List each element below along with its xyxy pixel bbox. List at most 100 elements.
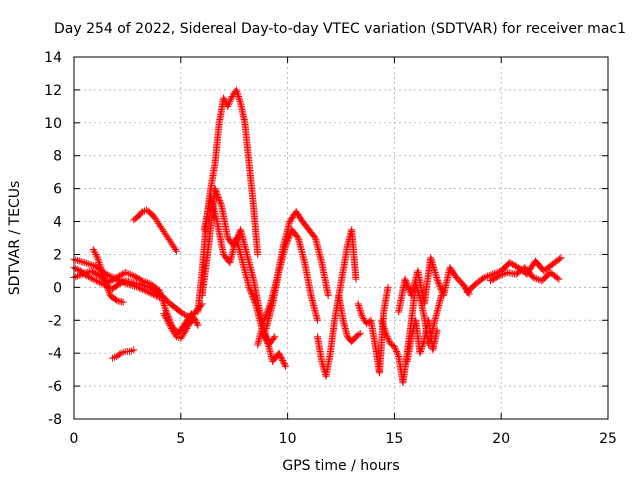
- data-point-fill: [91, 269, 99, 277]
- data-point-fill: [226, 97, 234, 105]
- data-point-fill: [556, 255, 564, 263]
- data-point-fill: [184, 323, 192, 331]
- data-point-fill: [225, 99, 233, 107]
- data-point-fill: [212, 188, 220, 196]
- data-point-fill: [82, 269, 90, 277]
- data-point: [557, 254, 565, 262]
- data-point: [190, 315, 198, 323]
- data-point: [352, 275, 360, 283]
- data-point-fill: [102, 278, 110, 286]
- data-point-fill: [553, 274, 561, 282]
- data-point-fill: [75, 257, 83, 265]
- chart-title: Day 254 of 2022, Sidereal Day-to-day VTE…: [54, 21, 626, 37]
- data-point-fill: [105, 288, 113, 296]
- data-point-fill: [103, 282, 111, 290]
- data-point-fill: [531, 274, 539, 282]
- data-point-fill: [216, 197, 224, 205]
- data-point-fill: [104, 285, 112, 293]
- data-point-fill: [104, 287, 112, 295]
- data-point-fill: [94, 255, 102, 263]
- data-point-fill: [166, 321, 174, 329]
- data-point-fill: [96, 262, 104, 270]
- series-arc-13: [314, 226, 360, 380]
- data-point-fill: [435, 281, 443, 289]
- data-point-fill: [394, 351, 402, 359]
- data-point-fill: [419, 339, 427, 347]
- data-point-fill: [357, 308, 365, 316]
- data-point-fill: [250, 295, 258, 303]
- data-point-fill: [137, 276, 145, 284]
- data-point-fill: [114, 281, 122, 289]
- y-tick-label: 0: [53, 280, 62, 296]
- data-point-fill: [378, 318, 386, 326]
- data-point-fill: [111, 296, 119, 304]
- data-point-fill: [384, 334, 392, 342]
- data-point-fill: [142, 287, 150, 295]
- data-point-fill: [403, 281, 411, 289]
- data-point-fill: [125, 270, 133, 278]
- data-points: [70, 86, 565, 387]
- data-point: [232, 86, 240, 94]
- data-point-fill: [119, 278, 127, 286]
- data-point-fill: [283, 238, 291, 246]
- data-point-fill: [383, 333, 391, 341]
- data-point: [121, 269, 129, 277]
- data-point-fill: [96, 260, 104, 268]
- data-point: [495, 272, 503, 280]
- data-point-fill: [77, 258, 85, 266]
- data-point-fill: [262, 335, 270, 343]
- data-point-fill: [100, 273, 108, 281]
- data-point-fill: [106, 278, 114, 286]
- data-point: [487, 277, 495, 285]
- data-point-fill: [510, 261, 518, 269]
- data-point: [433, 326, 441, 334]
- data-point-fill: [90, 269, 98, 277]
- data-point-fill: [90, 261, 98, 269]
- data-point-fill: [417, 346, 425, 354]
- data-point-fill: [227, 94, 235, 102]
- data-point: [79, 270, 87, 278]
- data-point: [224, 102, 232, 110]
- data-point-fill: [284, 236, 292, 244]
- data-point-fill: [536, 276, 544, 284]
- data-point: [401, 275, 409, 283]
- data-point-fill: [215, 195, 223, 203]
- data-point-fill: [234, 91, 242, 99]
- data-point-fill: [485, 272, 493, 280]
- data-point-fill: [356, 305, 364, 313]
- data-point-fill: [402, 278, 410, 286]
- data-point-fill: [93, 252, 101, 260]
- data-point: [354, 300, 362, 308]
- data-point-fill: [156, 288, 164, 296]
- data-point-fill: [249, 292, 257, 300]
- data-point: [384, 283, 392, 291]
- data-point: [489, 270, 497, 278]
- data-point-fill: [160, 300, 168, 308]
- data-point-fill: [246, 285, 254, 293]
- data-point-fill: [358, 311, 366, 319]
- data-point-fill: [246, 286, 254, 294]
- data-point-fill: [434, 277, 442, 285]
- data-point-fill: [491, 274, 499, 282]
- data-point-fill: [82, 259, 90, 267]
- data-point-fill: [181, 311, 189, 319]
- data-point-fill: [74, 256, 82, 264]
- data-point: [98, 267, 106, 275]
- series-arc-19: [463, 254, 565, 296]
- data-point: [89, 246, 97, 254]
- data-point-fill: [127, 281, 135, 289]
- data-point: [254, 250, 262, 258]
- y-tick-label: -8: [48, 412, 62, 428]
- data-point-fill: [103, 283, 111, 291]
- data-point-fill: [393, 349, 401, 357]
- data-point-fill: [84, 273, 92, 281]
- data-point-fill: [487, 271, 495, 279]
- y-tick-label: -6: [48, 379, 62, 395]
- data-point-fill: [511, 262, 519, 270]
- data-point-fill: [126, 271, 134, 279]
- data-point-fill: [227, 96, 235, 104]
- data-point: [314, 316, 322, 324]
- data-point-fill: [437, 284, 445, 292]
- data-point-fill: [270, 334, 278, 342]
